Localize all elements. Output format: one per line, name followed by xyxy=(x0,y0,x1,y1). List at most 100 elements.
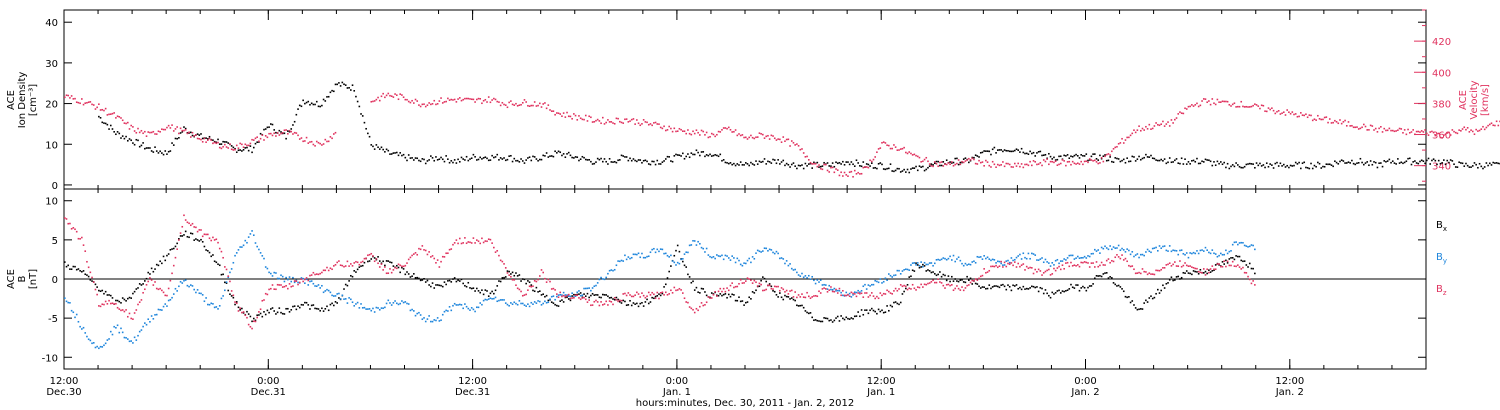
bx-point xyxy=(411,275,413,278)
bx-point xyxy=(87,275,90,278)
bx-point xyxy=(196,239,199,241)
ion-density-point xyxy=(1202,161,1205,163)
bx-point xyxy=(521,278,524,280)
by-point xyxy=(210,302,213,305)
velocity-point xyxy=(215,142,218,145)
bz-point xyxy=(733,286,735,289)
velocity-point xyxy=(736,134,739,137)
velocity-point xyxy=(1242,105,1244,108)
ion-density-point xyxy=(1083,155,1086,157)
by-point xyxy=(813,279,815,282)
velocity-point xyxy=(424,105,427,108)
ion-density-point xyxy=(300,105,303,108)
velocity-point xyxy=(1179,111,1181,113)
velocity-point xyxy=(642,119,645,121)
bx-point xyxy=(734,299,737,302)
by-point xyxy=(521,302,524,305)
by-point xyxy=(651,248,653,251)
by-point xyxy=(1138,256,1140,259)
velocity-point xyxy=(489,101,492,104)
by-point xyxy=(670,254,672,257)
ion-density-point xyxy=(121,135,124,137)
ion-density-point xyxy=(964,157,967,159)
bx-point xyxy=(174,245,177,248)
ion-density-point xyxy=(959,161,962,164)
ion-density-point xyxy=(1351,159,1353,162)
bx-point xyxy=(171,248,173,250)
ion-density-point xyxy=(957,163,960,166)
velocity-point xyxy=(491,99,493,101)
velocity-point xyxy=(1003,165,1006,168)
bz-point xyxy=(329,267,332,270)
velocity-point xyxy=(567,115,570,118)
bz-point xyxy=(210,239,213,242)
bx-point xyxy=(1238,255,1241,258)
by-point xyxy=(688,244,691,247)
velocity-point xyxy=(595,119,597,122)
velocity-point xyxy=(1182,112,1185,115)
velocity-point xyxy=(792,141,795,144)
ion-density-point xyxy=(738,164,740,166)
by-point xyxy=(884,277,887,280)
bx-point xyxy=(360,265,362,267)
velocity-point xyxy=(450,98,453,101)
ion-density-point xyxy=(641,161,643,164)
bx-point xyxy=(811,316,813,319)
bz-point xyxy=(186,221,189,224)
bz-point xyxy=(278,284,281,286)
ion-density-point xyxy=(208,135,211,138)
by-point xyxy=(193,288,195,291)
by-point xyxy=(489,297,492,300)
velocity-point xyxy=(768,138,771,140)
by-point xyxy=(709,255,711,258)
ion-density-point xyxy=(1485,162,1488,164)
velocity-point xyxy=(656,123,659,125)
by-point xyxy=(186,284,189,287)
bz-point xyxy=(942,284,945,287)
velocity-point xyxy=(1483,128,1486,131)
bz-point xyxy=(285,284,287,287)
ion-density-point xyxy=(661,161,664,163)
by-point xyxy=(329,291,332,294)
velocity-point xyxy=(949,163,951,166)
velocity-point xyxy=(399,93,401,95)
bx-point xyxy=(181,235,184,237)
velocity-point xyxy=(1356,126,1358,128)
bx-point xyxy=(494,289,497,292)
bx-point xyxy=(518,274,521,276)
by-point xyxy=(426,318,429,320)
bz-point xyxy=(290,285,293,288)
velocity-point xyxy=(404,98,407,101)
velocity-point xyxy=(217,141,219,144)
by-point xyxy=(116,324,119,327)
by-point xyxy=(467,307,470,310)
by-point xyxy=(121,331,124,334)
velocity-point xyxy=(957,159,960,161)
velocity-point xyxy=(414,98,417,101)
bx-point xyxy=(710,292,713,294)
velocity-point xyxy=(1065,164,1067,167)
bz-point xyxy=(472,237,475,239)
ion-density-point xyxy=(1380,162,1382,164)
bx-point xyxy=(1082,285,1084,288)
bx-point xyxy=(438,284,441,287)
bz-point xyxy=(758,282,761,285)
ion-density-point xyxy=(232,146,235,149)
velocity-point xyxy=(1371,125,1374,127)
ion-density-point xyxy=(343,83,345,86)
bx-point xyxy=(882,311,885,314)
bx-point xyxy=(353,270,356,272)
velocity-point xyxy=(1085,160,1088,162)
ion-density-point xyxy=(826,162,829,164)
velocity-point xyxy=(1022,166,1025,169)
velocity-point xyxy=(130,124,132,127)
ion-density-point xyxy=(111,128,114,130)
velocity-point xyxy=(1317,114,1319,117)
by-point xyxy=(654,251,657,254)
ion-density-point xyxy=(1237,164,1239,166)
velocity-point xyxy=(1342,121,1345,123)
velocity-point xyxy=(1400,128,1403,130)
bx-point xyxy=(932,271,934,273)
velocity-point xyxy=(273,132,276,135)
ion-density-point xyxy=(613,160,616,163)
